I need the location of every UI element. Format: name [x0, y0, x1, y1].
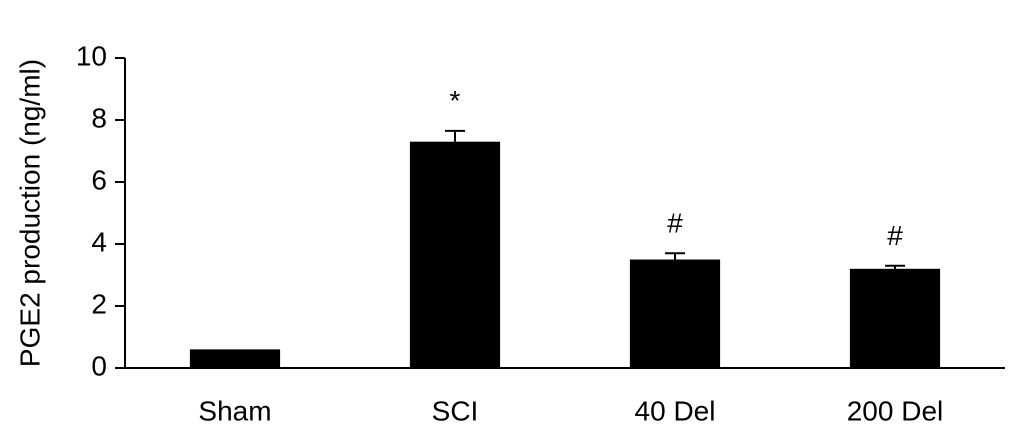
annotation: # — [667, 208, 683, 239]
y-tick-label: 10 — [76, 40, 107, 71]
y-tick-label: 8 — [91, 102, 107, 133]
x-tick-label: SCI — [432, 395, 479, 426]
y-tick-label: 2 — [91, 288, 107, 319]
y-tick-label: 6 — [91, 164, 107, 195]
y-tick-label: 0 — [91, 350, 107, 381]
bar — [409, 141, 501, 368]
y-tick-label: 4 — [91, 226, 107, 257]
bar — [189, 349, 281, 368]
bar — [849, 268, 941, 368]
y-axis-label: PGE2 production (ng/ml) — [14, 59, 45, 367]
annotation: # — [887, 220, 903, 251]
annotation: * — [450, 85, 461, 116]
x-tick-label: Sham — [198, 395, 271, 426]
x-tick-label: 200 Del — [847, 395, 944, 426]
bar — [629, 259, 721, 368]
x-tick-label: 40 Del — [635, 395, 716, 426]
